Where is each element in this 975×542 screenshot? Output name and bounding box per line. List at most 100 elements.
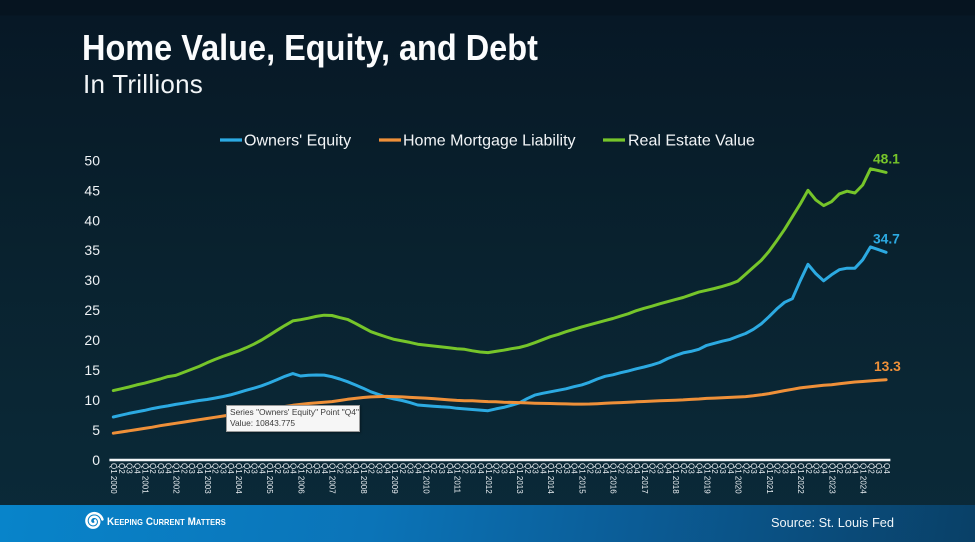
svg-text:Q2: Q2: [741, 463, 750, 474]
svg-text:20: 20: [84, 332, 100, 348]
svg-text:Q4: Q4: [601, 463, 610, 474]
svg-text:Q1 2017: Q1 2017: [640, 463, 649, 494]
svg-text:Q2: Q2: [773, 463, 782, 474]
svg-text:Q2: Q2: [398, 463, 407, 474]
svg-text:Q3: Q3: [562, 463, 571, 474]
svg-text:Q4: Q4: [133, 463, 142, 474]
svg-text:Q4: Q4: [632, 463, 641, 474]
svg-text:Q3: Q3: [125, 463, 134, 474]
svg-text:Q4: Q4: [882, 463, 891, 474]
svg-text:Q3: Q3: [749, 463, 758, 474]
svg-text:Q3: Q3: [406, 463, 415, 474]
svg-text:Q2: Q2: [211, 463, 220, 474]
svg-text:40: 40: [84, 212, 100, 228]
svg-text:Q2: Q2: [710, 463, 719, 474]
svg-text:Q2: Q2: [585, 463, 594, 474]
svg-text:Q1 2018: Q1 2018: [671, 463, 680, 494]
svg-text:Home Mortgage Liability: Home Mortgage Liability: [403, 133, 576, 150]
svg-text:13.3: 13.3: [874, 359, 901, 374]
svg-text:Q4: Q4: [351, 463, 360, 474]
svg-text:Q2: Q2: [866, 463, 875, 474]
svg-text:Q1 2014: Q1 2014: [546, 463, 555, 494]
svg-text:Q1 2000: Q1 2000: [109, 463, 118, 494]
svg-text:Q1 2021: Q1 2021: [765, 463, 774, 494]
svg-text:Q2: Q2: [336, 463, 345, 474]
svg-text:Q3: Q3: [250, 463, 259, 474]
svg-text:Owners' Equity: Owners' Equity: [244, 133, 351, 150]
svg-text:Q2: Q2: [835, 463, 844, 474]
svg-text:Q4: Q4: [538, 463, 547, 474]
svg-text:Q4: Q4: [289, 463, 298, 474]
svg-text:10: 10: [84, 392, 100, 408]
svg-text:Q4: Q4: [695, 463, 704, 474]
svg-text:Q3: Q3: [187, 463, 196, 474]
svg-text:0: 0: [92, 452, 100, 468]
svg-text:Q1 2010: Q1 2010: [421, 463, 430, 494]
svg-text:Q3: Q3: [531, 463, 540, 474]
svg-text:Q3: Q3: [812, 463, 821, 474]
svg-text:Q4: Q4: [757, 463, 766, 474]
svg-text:Q2: Q2: [273, 463, 282, 474]
svg-text:Q1 2002: Q1 2002: [172, 463, 181, 494]
svg-text:50: 50: [84, 152, 100, 168]
svg-text:15: 15: [84, 362, 100, 378]
svg-text:Q2: Q2: [179, 463, 188, 474]
svg-text:Q3: Q3: [312, 463, 321, 474]
svg-text:Q1 2008: Q1 2008: [359, 463, 368, 494]
svg-text:Q2: Q2: [554, 463, 563, 474]
svg-text:Q2: Q2: [460, 463, 469, 474]
svg-text:Q2: Q2: [523, 463, 532, 474]
svg-text:Q1 2022: Q1 2022: [796, 463, 805, 494]
svg-text:Q1 2005: Q1 2005: [265, 463, 274, 494]
svg-text:Q1 2019: Q1 2019: [702, 463, 711, 494]
svg-text:Q1 2007: Q1 2007: [328, 463, 337, 494]
svg-text:Q1 2024: Q1 2024: [859, 463, 868, 494]
svg-text:Q2: Q2: [804, 463, 813, 474]
svg-text:Q1 2011: Q1 2011: [453, 463, 462, 494]
svg-text:Q3: Q3: [499, 463, 508, 474]
svg-text:Q3: Q3: [624, 463, 633, 474]
svg-text:Q1 2016: Q1 2016: [609, 463, 618, 494]
svg-text:35: 35: [84, 242, 100, 258]
svg-text:Q3: Q3: [718, 463, 727, 474]
svg-text:Q3: Q3: [437, 463, 446, 474]
svg-text:Q3: Q3: [281, 463, 290, 474]
svg-text:Q1 2012: Q1 2012: [484, 463, 493, 494]
svg-text:Q1 2003: Q1 2003: [203, 463, 212, 494]
svg-text:Q4: Q4: [851, 463, 860, 474]
svg-text:Q3: Q3: [375, 463, 384, 474]
svg-text:Q2: Q2: [148, 463, 157, 474]
svg-text:Q4: Q4: [445, 463, 454, 474]
svg-text:Q4: Q4: [819, 463, 828, 474]
svg-text:Q4: Q4: [320, 463, 329, 474]
svg-text:Q1 2001: Q1 2001: [140, 463, 149, 494]
svg-text:34.7: 34.7: [873, 231, 900, 246]
svg-text:Q2: Q2: [492, 463, 501, 474]
svg-text:Q3: Q3: [593, 463, 602, 474]
svg-text:Q4: Q4: [195, 463, 204, 474]
svg-text:Q3: Q3: [687, 463, 696, 474]
svg-text:Q1 2006: Q1 2006: [296, 463, 305, 494]
svg-text:Q4: Q4: [726, 463, 735, 474]
svg-text:Q3: Q3: [874, 463, 883, 474]
svg-text:Q4: Q4: [257, 463, 266, 474]
svg-text:Q3: Q3: [218, 463, 227, 474]
svg-text:Q4: Q4: [382, 463, 391, 474]
svg-text:Q2: Q2: [304, 463, 313, 474]
svg-text:Q2: Q2: [648, 463, 657, 474]
svg-text:Q1 2023: Q1 2023: [827, 463, 836, 494]
svg-text:Q4: Q4: [788, 463, 797, 474]
svg-text:Q4: Q4: [507, 463, 516, 474]
svg-text:Q1 2009: Q1 2009: [390, 463, 399, 494]
svg-text:Q4: Q4: [414, 463, 423, 474]
svg-text:Q2: Q2: [367, 463, 376, 474]
svg-text:Q4: Q4: [476, 463, 485, 474]
svg-text:Q4: Q4: [570, 463, 579, 474]
svg-text:Q1 2013: Q1 2013: [515, 463, 524, 494]
svg-text:Q2: Q2: [242, 463, 251, 474]
svg-text:25: 25: [84, 302, 100, 318]
svg-text:Q4: Q4: [663, 463, 672, 474]
svg-text:5: 5: [92, 422, 100, 438]
svg-text:Real Estate Value: Real Estate Value: [628, 133, 755, 150]
svg-text:Q2: Q2: [429, 463, 438, 474]
